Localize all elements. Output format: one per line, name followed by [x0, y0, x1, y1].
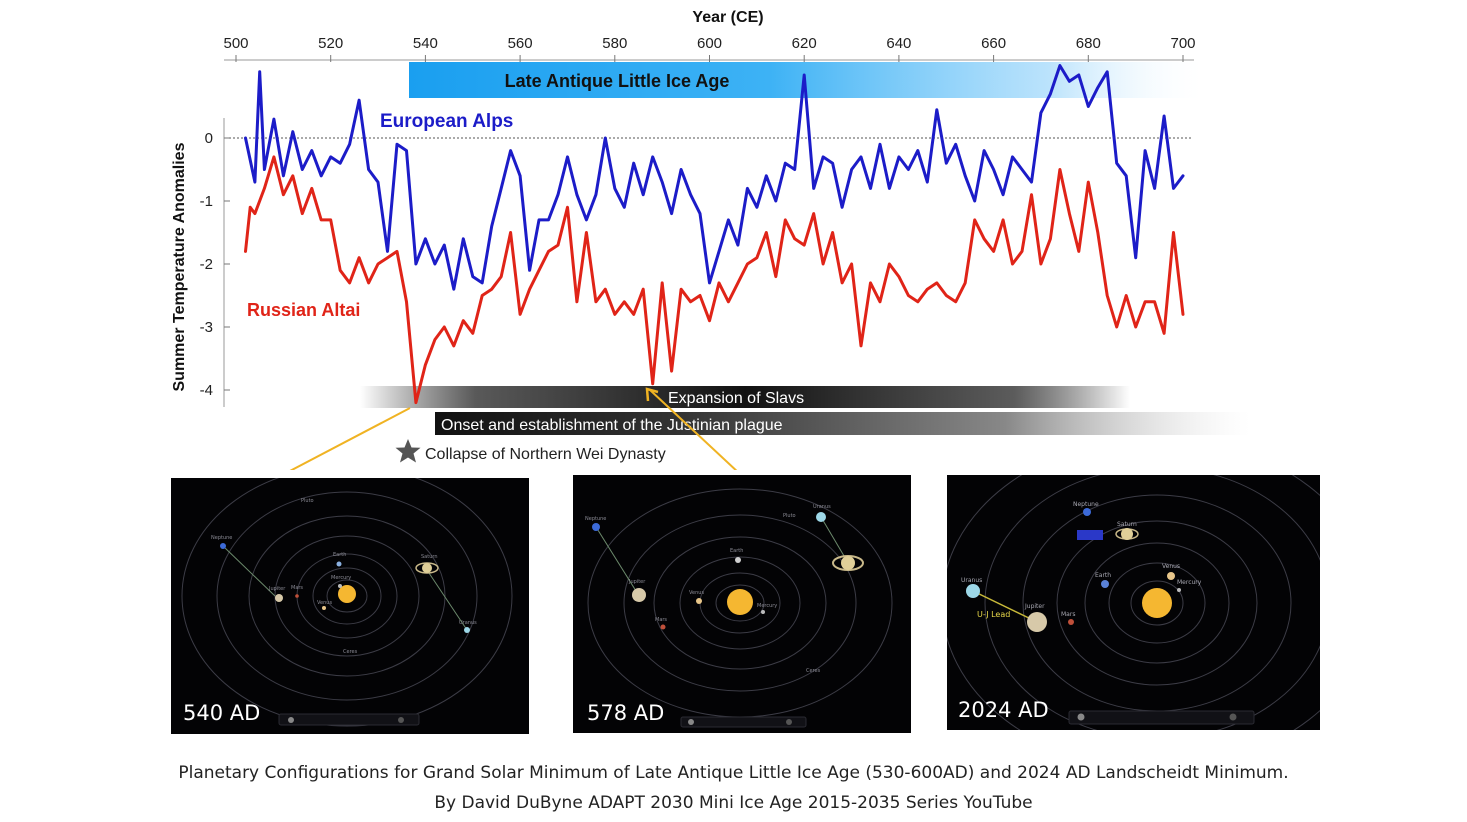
- x-tick-label: 700: [1170, 35, 1195, 52]
- x-axis-title: Year (CE): [692, 9, 763, 26]
- caption-line-2: By David DuByne ADAPT 2030 Mini Ice Age …: [434, 793, 1033, 813]
- plague-band: [435, 412, 1250, 435]
- body-label: Mars: [655, 617, 667, 623]
- body-label: Jupiter: [1024, 603, 1045, 610]
- body-label: Mercury: [1177, 579, 1202, 586]
- plague-label: Onset and establishment of the Justinian…: [441, 417, 783, 434]
- body-label: Earth: [333, 552, 346, 558]
- body-label: Neptune: [1073, 501, 1099, 508]
- body-label: Uranus: [459, 620, 477, 626]
- body-label: Pluto: [783, 513, 796, 519]
- panel-year-label: 540 AD: [183, 701, 261, 725]
- series-line-european-alps: [244, 64, 1185, 291]
- body-label: Mars: [291, 585, 303, 591]
- x-tick-label: 540: [413, 35, 438, 52]
- body-label: Mercury: [331, 575, 351, 581]
- body-label: Venus: [317, 600, 332, 606]
- panel-year-label: 2024 AD: [958, 698, 1049, 722]
- pointer-arrow-540: [289, 407, 411, 470]
- y-axis-title: Summer Temperature Anomalies: [171, 142, 188, 391]
- panel-year-label: 578 AD: [587, 701, 665, 725]
- ice-age-band: [409, 62, 1209, 98]
- x-tick-label: 680: [1076, 35, 1101, 52]
- body-label: Neptune: [585, 516, 606, 522]
- x-tick-label: 520: [318, 35, 343, 52]
- body-label: Mercury: [757, 603, 777, 609]
- x-tick-label: 640: [886, 35, 911, 52]
- body-label: Earth: [1095, 572, 1111, 579]
- body-label: Saturn: [1117, 521, 1137, 528]
- temperature-chart: Year (CE) 500 520 540 560 580 600 620 640 660 680…: [171, 9, 1250, 470]
- body-label: Saturn: [421, 554, 438, 560]
- body-label: Mars: [1061, 611, 1075, 618]
- body-label: Neptune: [211, 535, 232, 541]
- x-tick-label: 620: [792, 35, 817, 52]
- body-label: Ceres: [806, 668, 821, 674]
- x-axis: 500 520 540 560 580 600 620 640 660 680 700: [223, 35, 1196, 62]
- x-tick-label: 600: [697, 35, 722, 52]
- body-label: Venus: [1162, 563, 1180, 570]
- y-tick-label: 0: [205, 130, 213, 147]
- y-tick-label: -1: [200, 193, 213, 210]
- body-label: Ceres: [343, 649, 358, 655]
- y-tick-label: -3: [200, 319, 213, 336]
- arrowhead-578: [645, 387, 659, 402]
- x-tick-label: 560: [508, 35, 533, 52]
- body-label: Venus: [689, 590, 704, 596]
- star-icon: [395, 439, 421, 463]
- body-label: Earth: [730, 548, 743, 554]
- body-label: Jupiter: [628, 579, 646, 585]
- pointer-arrow-578: [649, 389, 738, 470]
- series-label-altai: Russian Altai: [247, 300, 360, 320]
- x-tick-label: 660: [981, 35, 1006, 52]
- series-line-russian-altai: [244, 155, 1185, 405]
- wei-label: Collapse of Northern Wei Dynasty: [425, 446, 666, 463]
- y-axis: 0 -1 -2 -3 -4: [200, 118, 230, 407]
- slavs-band: [360, 386, 1130, 408]
- y-tick-label: -2: [200, 256, 213, 273]
- ice-age-band-label: Late Antique Little Ice Age: [505, 71, 730, 91]
- series-label-alps: European Alps: [380, 111, 513, 132]
- solar-system-panel-540: Pluto Neptune Earth Mercury Jupiter Mars…: [171, 478, 529, 734]
- body-label: Pluto: [301, 498, 314, 504]
- body-label: Jupiter: [268, 586, 286, 592]
- y-tick-label: -4: [200, 382, 213, 399]
- slavs-label: Expansion of Slavs: [668, 390, 804, 407]
- caption-line-1: Planetary Configurations for Grand Solar…: [178, 763, 1289, 783]
- solar-system-panel-578: Neptune Pluto Uranus Earth Jupiter Venus…: [573, 475, 911, 733]
- solar-system-panel-2024: Neptune Saturn Venus Uranus Earth Mercur…: [947, 475, 1320, 730]
- x-tick-label: 500: [223, 35, 248, 52]
- x-tick-label: 580: [602, 35, 627, 52]
- body-label: Uranus: [813, 504, 831, 510]
- uj-lead-label: U-J Lead: [977, 610, 1010, 619]
- body-label: Uranus: [961, 577, 982, 584]
